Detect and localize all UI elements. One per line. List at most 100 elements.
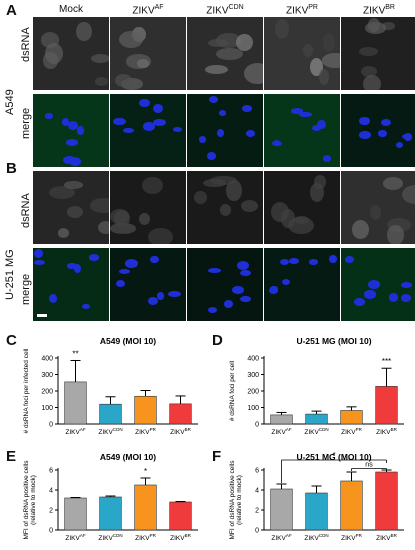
nucleus [299, 111, 312, 117]
dsrna-image-a549-0 [33, 17, 109, 90]
nucleus [246, 130, 256, 138]
merge-image-a549-3 [264, 94, 340, 167]
merge-image-u251-4 [341, 248, 415, 321]
x-tick-label-base: ZIKV [304, 535, 319, 542]
x-tick-label: ZIKVCDN [304, 533, 328, 542]
nucleus [269, 286, 279, 294]
x-tick-label: ZIKVBR [376, 427, 397, 436]
x-tick-label: ZIKVAF [65, 533, 85, 542]
bar-zikvaf [64, 497, 87, 531]
x-tick-label-sup: PR [150, 427, 157, 432]
scale-bar [37, 314, 47, 317]
nucleus [218, 110, 227, 116]
y-tick-label: 4 [255, 488, 259, 495]
row-label-a549: A549 [4, 89, 16, 115]
nucleus [207, 307, 217, 314]
x-tick-label-sup: CDN [113, 533, 123, 538]
cell-blob [364, 21, 387, 34]
y-tick-label: 0 [49, 528, 53, 535]
x-tick-label-sup: PR [150, 533, 157, 538]
column-header-af: ZIKVAF [110, 4, 186, 16]
nucleus [359, 131, 371, 140]
x-tick-label-base: ZIKV [376, 535, 391, 542]
merge-image-a549-4 [341, 94, 415, 167]
x-tick-label-base: ZIKV [304, 429, 319, 436]
bar-zikvaf [270, 488, 293, 531]
nucleus [153, 119, 166, 127]
row-label-dsrna-b: dsRNA [20, 193, 32, 228]
significance-marker: *** [382, 357, 391, 366]
x-tick-label: ZIKVCDN [98, 427, 122, 436]
nucleus [118, 268, 130, 274]
nucleus [199, 136, 207, 143]
column-header-br: ZIKVBR [341, 4, 415, 16]
nucleus [76, 125, 85, 135]
panel-letter-e: E [6, 448, 17, 465]
column-header-base: Mock [59, 4, 83, 15]
nucleus [62, 118, 70, 126]
y-tick-label: 400 [247, 356, 259, 363]
nucleus [207, 152, 216, 161]
x-tick-label-sup: AF [286, 533, 292, 538]
y-axis-label: # dsRNA foci per cell [229, 360, 236, 421]
y-tick-label: 6 [255, 468, 259, 475]
nucleus [139, 98, 150, 108]
nucleus [217, 129, 225, 138]
column-header-base: ZIKV [286, 5, 309, 17]
nucleus [143, 122, 155, 131]
nucleus [345, 255, 354, 263]
nucleus [241, 105, 253, 112]
y-tick-label: 100 [41, 405, 53, 412]
y-tick-label: 2 [49, 508, 53, 515]
chart-title: U-251 MG (MOI 10) [296, 452, 371, 462]
nucleus [282, 279, 291, 285]
bar-zikvcdn [305, 492, 328, 531]
cell-blob [114, 210, 130, 227]
significance-marker: ns [365, 462, 373, 469]
cell-blob [219, 204, 231, 216]
y-tick-label: 4 [49, 488, 53, 495]
cell-blob [57, 228, 70, 239]
chart-d: U-251 MG (MOI 10) # dsRNA foci per cell 0 1… [229, 336, 404, 436]
x-tick-label: ZIKVAF [65, 427, 85, 436]
nucleus [353, 298, 365, 307]
bar-zikvpr [340, 410, 363, 425]
merge-image-a549-0 [33, 94, 109, 167]
cell-blob [359, 47, 379, 56]
nucleus [272, 140, 281, 147]
x-tick-label-sup: BR [391, 533, 398, 538]
y-tick-label: 200 [247, 389, 259, 396]
dsrna-image-u251-0 [33, 171, 109, 244]
cell-blob [121, 78, 144, 90]
x-tick-label: ZIKVPR [341, 533, 362, 542]
cell-blob [226, 179, 242, 202]
cell-blob [323, 33, 336, 53]
x-tick-label-sup: PR [356, 427, 363, 432]
cell-blob [110, 223, 136, 234]
nucleus [33, 249, 43, 259]
x-tick-label: ZIKVPR [135, 427, 156, 436]
bar-zikvbr [375, 386, 398, 425]
chart-e: A549 (MOI 10) MFI of dsRNA positive cells… [23, 452, 198, 542]
bar-zikvaf [270, 414, 293, 425]
cell-blob [63, 180, 84, 190]
y-tick-label: 200 [41, 389, 53, 396]
cell-blob [215, 47, 244, 61]
nucleus [82, 303, 91, 309]
bar-zikvpr [134, 395, 157, 425]
nucleus [404, 132, 413, 141]
row-label-merge-a: merge [20, 107, 32, 139]
cell-blob [142, 176, 163, 195]
nucleus [88, 254, 100, 261]
merge-image-a549-2 [187, 94, 263, 167]
merge-image-u251-3 [264, 248, 340, 321]
cell-blob [382, 176, 404, 190]
chart-title: U-251 MG (MOI 10) [296, 336, 371, 346]
column-header-sup: AF [154, 4, 164, 11]
nucleus [329, 255, 337, 264]
nucleus [381, 118, 392, 126]
nucleus [322, 154, 331, 163]
x-tick-label-base: ZIKV [135, 429, 150, 436]
dsrna-image-u251-3 [264, 171, 340, 244]
chart-c: A549 (MOI 10) # dsRNA foci per infected c… [23, 336, 198, 436]
